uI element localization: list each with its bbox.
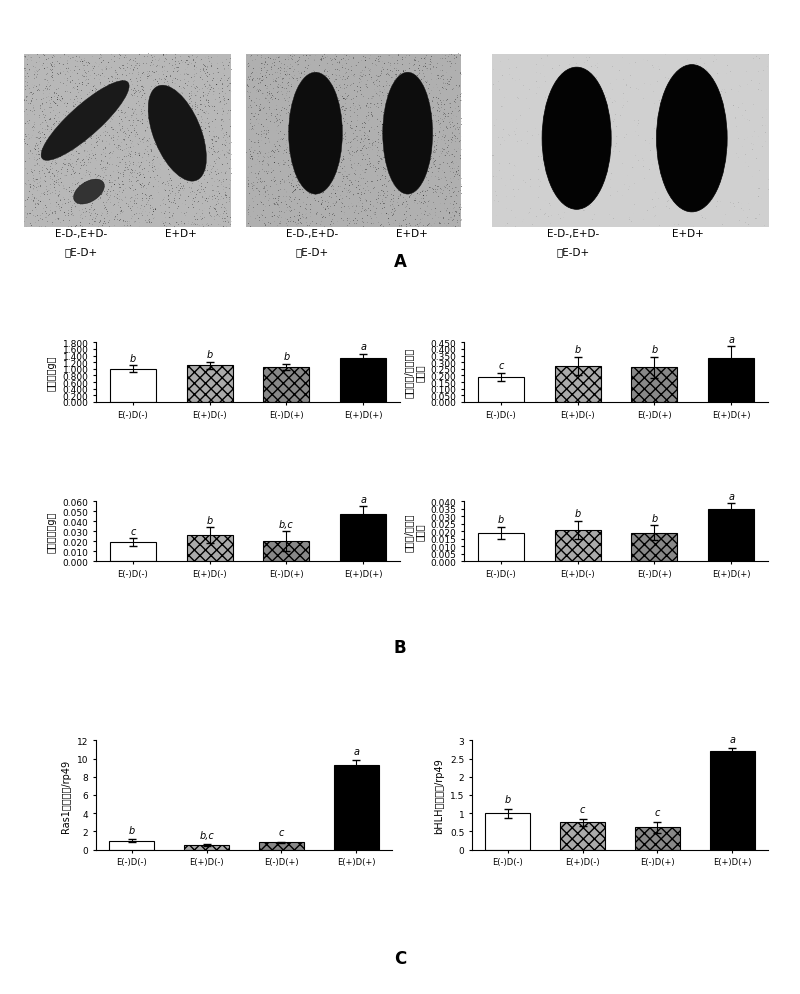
Text: b: b xyxy=(206,350,213,360)
Ellipse shape xyxy=(382,74,433,195)
Bar xyxy=(631,368,678,403)
Text: b: b xyxy=(651,345,658,355)
Y-axis label: 后丝腺重（g）: 后丝腺重（g） xyxy=(47,511,57,553)
Bar xyxy=(263,368,310,403)
Text: E-D-,E+D-: E-D-,E+D- xyxy=(55,230,107,240)
Text: c: c xyxy=(498,361,503,371)
Text: b: b xyxy=(283,352,290,362)
Text: b: b xyxy=(498,515,504,525)
Text: E+D+: E+D+ xyxy=(166,230,197,240)
Ellipse shape xyxy=(289,74,342,195)
FancyBboxPatch shape xyxy=(492,56,769,228)
Bar xyxy=(478,378,524,403)
Text: b: b xyxy=(574,509,581,519)
Text: c: c xyxy=(130,527,135,537)
Bar xyxy=(631,533,678,562)
Bar xyxy=(340,359,386,403)
Text: a: a xyxy=(728,335,734,345)
Y-axis label: 总体重（g）: 总体重（g） xyxy=(47,355,57,391)
Text: b,c: b,c xyxy=(199,830,214,840)
Text: b: b xyxy=(129,825,135,835)
Text: 或E-D+: 或E-D+ xyxy=(295,247,328,256)
Text: E-D-,E+D-: E-D-,E+D- xyxy=(286,230,338,240)
Bar xyxy=(554,530,601,562)
Text: c: c xyxy=(580,804,586,814)
Bar xyxy=(560,823,605,850)
Bar xyxy=(334,765,378,850)
Bar xyxy=(708,509,754,562)
Ellipse shape xyxy=(657,66,727,213)
Bar xyxy=(635,827,680,850)
Text: 或E-D+: 或E-D+ xyxy=(556,247,590,256)
Bar xyxy=(263,542,310,562)
Bar xyxy=(478,533,524,562)
Text: c: c xyxy=(278,827,284,837)
Text: a: a xyxy=(353,746,359,756)
Text: 或E-D+: 或E-D+ xyxy=(65,247,98,256)
Text: A: A xyxy=(394,253,406,271)
FancyBboxPatch shape xyxy=(246,56,462,228)
Text: b: b xyxy=(206,516,213,526)
Y-axis label: 后丝腺/总体重
的比值: 后丝腺/总体重 的比值 xyxy=(403,513,425,551)
Bar xyxy=(710,751,754,850)
FancyBboxPatch shape xyxy=(24,56,231,228)
Text: E-D-,E+D-: E-D-,E+D- xyxy=(546,230,599,240)
Y-axis label: 后丝腺重/总丝腺重
的比值: 后丝腺重/总丝腺重 的比值 xyxy=(403,348,425,398)
Bar xyxy=(340,515,386,562)
Text: a: a xyxy=(360,495,366,505)
Ellipse shape xyxy=(74,180,104,205)
Bar xyxy=(259,843,304,850)
Bar xyxy=(110,841,154,850)
Bar xyxy=(186,366,233,403)
Y-axis label: bHLH表达水平/rp49: bHLH表达水平/rp49 xyxy=(434,757,445,833)
Text: b: b xyxy=(651,514,658,524)
Text: E+D+: E+D+ xyxy=(396,230,427,240)
Bar xyxy=(184,845,229,850)
Ellipse shape xyxy=(148,86,206,182)
Text: C: C xyxy=(394,949,406,967)
Text: a: a xyxy=(729,735,735,745)
Text: a: a xyxy=(360,342,366,352)
Ellipse shape xyxy=(542,68,611,210)
Text: B: B xyxy=(394,638,406,656)
Text: b: b xyxy=(574,345,581,355)
Bar xyxy=(186,536,233,562)
Text: b: b xyxy=(505,794,511,805)
Y-axis label: Ras1表达水平/rp49: Ras1表达水平/rp49 xyxy=(62,758,71,832)
Bar xyxy=(110,543,156,562)
Text: E+D+: E+D+ xyxy=(672,230,704,240)
Bar xyxy=(708,359,754,403)
Bar xyxy=(554,367,601,403)
Text: a: a xyxy=(728,491,734,501)
Ellipse shape xyxy=(41,82,129,161)
Text: b: b xyxy=(130,354,136,364)
Text: c: c xyxy=(654,807,660,817)
Bar xyxy=(110,370,156,403)
Text: b,c: b,c xyxy=(279,520,294,530)
Bar xyxy=(486,813,530,850)
